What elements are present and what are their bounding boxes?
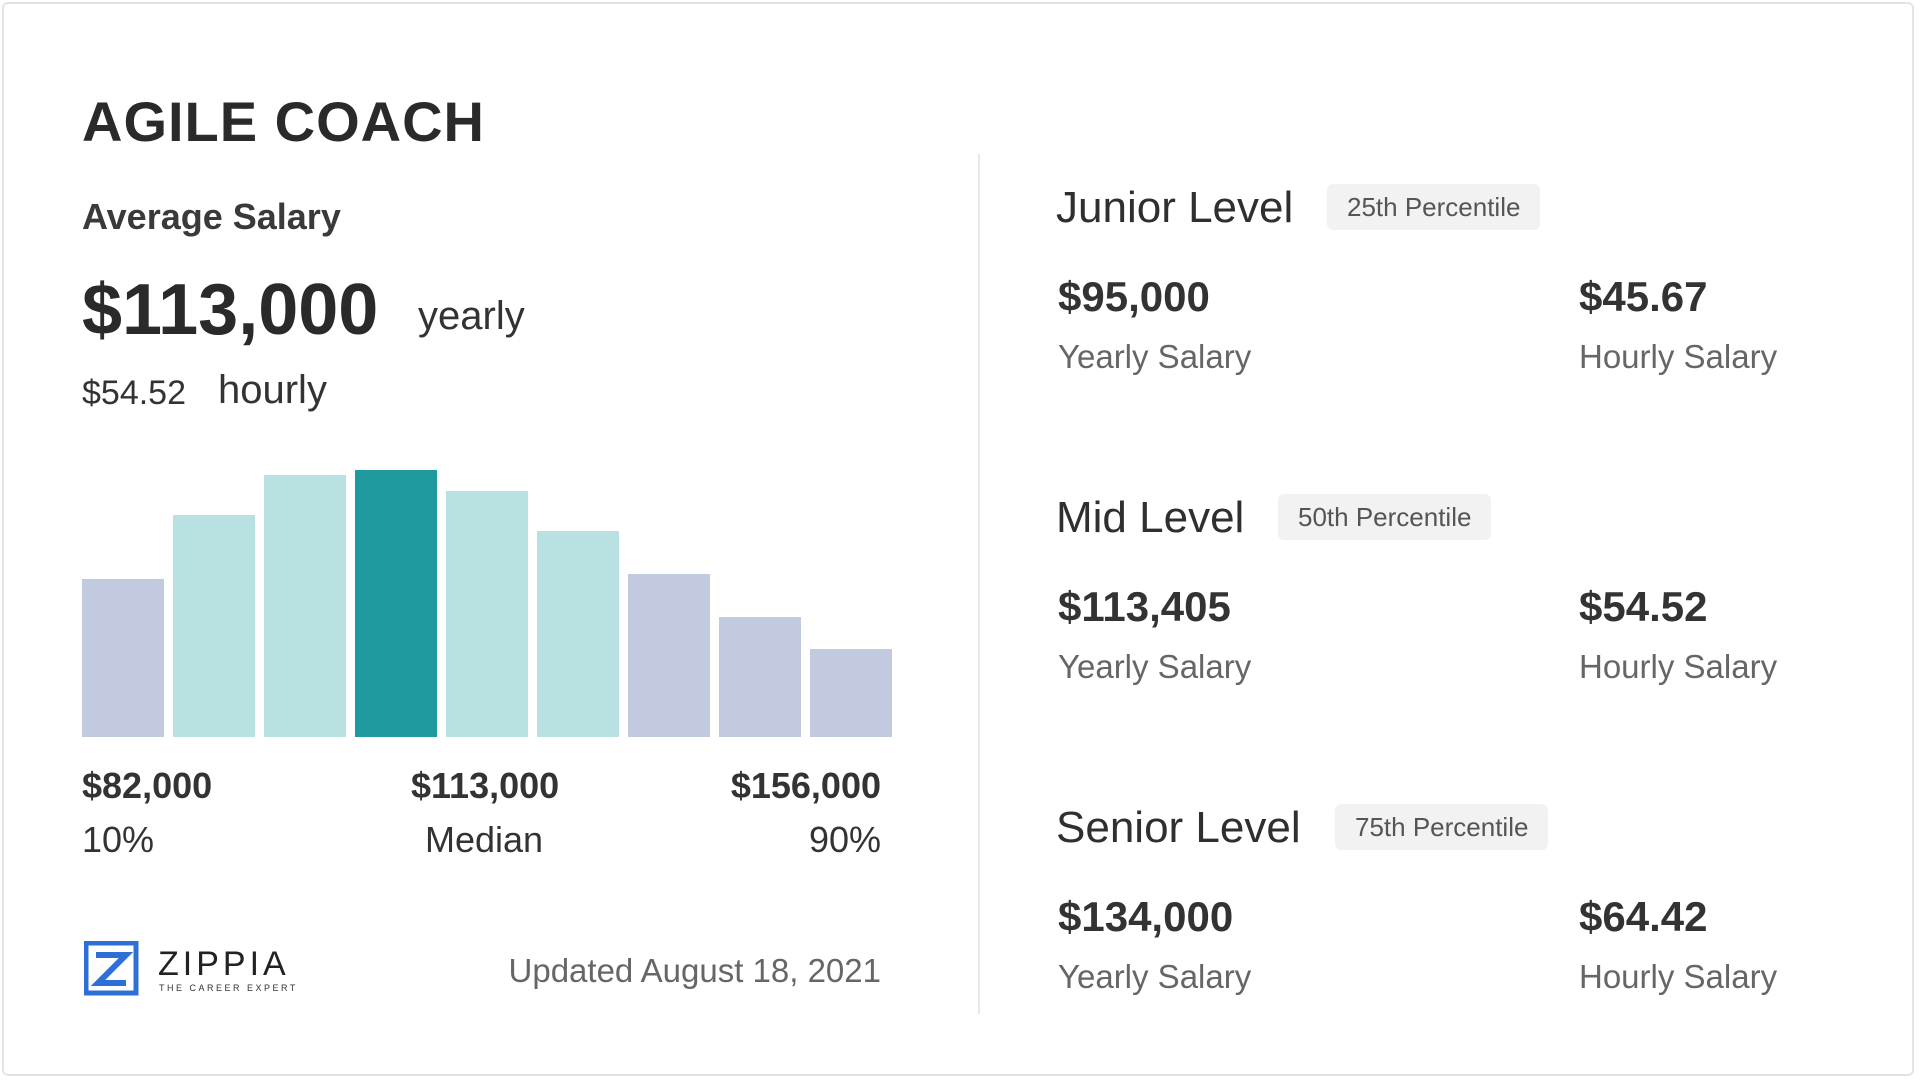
histogram-bar (537, 531, 619, 737)
title: AGILE COACH (82, 90, 485, 153)
histogram-bar (628, 574, 710, 737)
percentile-badge: 75th Percentile (1335, 804, 1549, 850)
logo-z (90, 952, 134, 986)
yearly-salary-label: Yearly Salary (1058, 648, 1252, 685)
range-label: 10% (82, 819, 155, 860)
yearly-unit: yearly (418, 294, 525, 338)
updated-date: Updated August 18, 2021 (508, 952, 881, 989)
logo: ZIPPIA THE CAREER EXPERT (84, 941, 298, 996)
average-yearly: $113,000 (82, 270, 379, 350)
level-name: Mid Level (1056, 493, 1245, 542)
histogram-bar (446, 491, 528, 737)
logo-name: ZIPPIA (158, 945, 290, 983)
hourly-unit: hourly (218, 368, 327, 412)
histogram-bar (810, 648, 892, 737)
range-amount: $113,000 (411, 765, 560, 806)
hourly-salary: $64.42 (1579, 893, 1708, 940)
yearly-salary-label: Yearly Salary (1058, 958, 1252, 995)
hourly-salary: $45.67 (1579, 273, 1708, 320)
yearly-salary: $113,405 (1058, 583, 1231, 630)
hourly-salary-label: Hourly Salary (1579, 648, 1778, 685)
histogram-bar (355, 470, 437, 737)
percentile-badge: 25th Percentile (1327, 184, 1541, 230)
range-amount: $82,000 (82, 765, 213, 806)
yearly-salary: $134,000 (1058, 893, 1234, 940)
level-name: Junior Level (1056, 183, 1294, 232)
histogram-bar (173, 515, 255, 737)
hourly-salary-label: Hourly Salary (1579, 338, 1778, 375)
yearly-salary: $95,000 (1058, 273, 1210, 320)
histogram-bar (82, 579, 164, 737)
logo-box (84, 941, 139, 996)
range-label: 90% (808, 819, 881, 860)
range-label: Median (425, 819, 544, 860)
percentile-badge: 50th Percentile (1278, 494, 1492, 540)
hourly-salary: $54.52 (1579, 583, 1708, 630)
range-amount: $156,000 (730, 765, 881, 806)
histogram-bar (719, 616, 801, 737)
divider (978, 154, 980, 1014)
histogram-bar (264, 475, 346, 737)
average-hourly: $54.52 (82, 374, 186, 412)
hourly-salary-label: Hourly Salary (1579, 958, 1778, 995)
yearly-salary-label: Yearly Salary (1058, 338, 1252, 375)
level-name: Senior Level (1056, 803, 1301, 852)
logo-tagline: THE CAREER EXPERT (159, 983, 298, 993)
average-label: Average Salary (82, 196, 341, 237)
